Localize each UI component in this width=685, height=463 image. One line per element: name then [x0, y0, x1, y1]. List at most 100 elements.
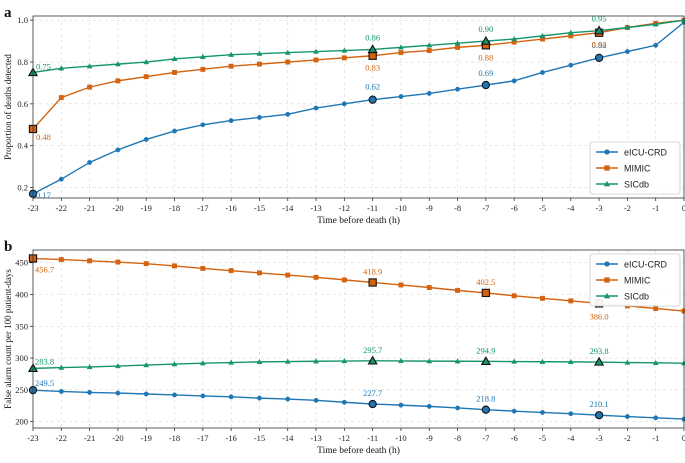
- x-tick-label: -17: [197, 433, 208, 443]
- data-point-highlight: [593, 356, 605, 366]
- y-axis-a: 0.2 0.4 0.6 0.8 1.0: [17, 15, 33, 193]
- data-point: [426, 48, 432, 53]
- y-tick-label: 0.6: [17, 99, 28, 109]
- data-point: [200, 265, 206, 271]
- data-label: 283.8: [35, 356, 54, 366]
- data-point: [313, 48, 320, 54]
- data-point: [341, 47, 348, 53]
- x-tick-label: -2: [624, 433, 631, 443]
- data-point: [58, 65, 65, 71]
- x-tick-label: -22: [56, 203, 67, 213]
- data-label: 0.95: [592, 14, 607, 24]
- x-tick-label: -8: [454, 203, 461, 213]
- data-label: 0.83: [365, 63, 380, 73]
- data-point: [624, 49, 630, 55]
- data-point: [455, 287, 461, 293]
- data-point: [114, 61, 121, 67]
- data-point: [172, 392, 177, 398]
- x-tick-label: -11: [367, 433, 378, 443]
- legend-label: MIMIC: [624, 276, 651, 286]
- data-point: [455, 86, 461, 92]
- series-group-b: [27, 254, 685, 422]
- series-line-mimic: [32, 19, 685, 130]
- data-point: [143, 362, 150, 368]
- x-axis-a: -23 -22 -21 -20 -19 -18 -17 -16 -15 -14 -13 -12 -11-…: [27, 198, 685, 213]
- data-point: [284, 358, 291, 364]
- data-point: [200, 66, 206, 72]
- legend-b: eICU-CRD MIMIC SICdb: [589, 253, 681, 307]
- data-label: 0.62: [365, 82, 380, 92]
- x-tick-label: -7: [482, 203, 489, 213]
- data-point: [285, 272, 291, 278]
- data-label: 386.0: [590, 311, 609, 321]
- data-point: [172, 70, 177, 75]
- data-point-highlight: [594, 411, 604, 420]
- data-label: 0.69: [478, 68, 493, 78]
- x-tick-label: -15: [254, 203, 265, 213]
- x-tick-label: -23: [27, 203, 38, 213]
- data-point: [426, 285, 432, 290]
- legend-swatch-marker: [604, 277, 610, 283]
- data-point: [540, 295, 545, 301]
- x-tick-label: -3: [596, 433, 603, 443]
- data-point-highlight: [367, 355, 378, 365]
- data-point: [455, 405, 461, 411]
- data-point: [398, 282, 404, 288]
- data-point: [511, 408, 517, 414]
- y-tick-label: 0.4: [17, 141, 28, 151]
- data-point: [511, 358, 518, 364]
- x-tick-label: 0: [682, 433, 685, 443]
- data-point: [398, 94, 404, 99]
- data-point-highlight: [481, 80, 491, 90]
- data-point: [143, 261, 149, 267]
- x-tick-label: -9: [426, 433, 433, 443]
- data-label: 0.94: [592, 40, 608, 50]
- x-tick-label: -15: [254, 433, 265, 443]
- data-point: [653, 306, 659, 311]
- data-point: [256, 61, 262, 67]
- data-point: [511, 293, 517, 299]
- y-axis-b: 200 250 300 350 400 450: [15, 258, 33, 427]
- data-point: [228, 51, 235, 57]
- data-point: [426, 90, 432, 96]
- data-point: [228, 394, 234, 400]
- data-point: [171, 361, 178, 367]
- y-tick-label: 0.8: [17, 57, 28, 67]
- data-point: [398, 402, 404, 408]
- x-tick-label: -6: [511, 433, 518, 443]
- data-point: [455, 44, 461, 50]
- x-tick-label: -16: [225, 203, 236, 213]
- plot-frame-a: [32, 15, 685, 199]
- plot-area-a: [33, 16, 684, 198]
- y-tick-label: 400: [15, 290, 28, 300]
- series-line-sicdb: [32, 360, 685, 370]
- y-tick-label: 350: [15, 321, 28, 331]
- y-tick-label: 200: [15, 417, 28, 427]
- x-tick-label: -5: [539, 203, 546, 213]
- data-point: [567, 358, 574, 365]
- x-tick-label: 0: [682, 203, 685, 213]
- data-point: [426, 358, 433, 364]
- data-point-highlight: [368, 95, 377, 104]
- data-point: [341, 101, 347, 107]
- x-tick-label: -21: [84, 433, 95, 443]
- x-tick-label: -23: [27, 433, 38, 443]
- series-line-eicu-crd: [32, 389, 685, 420]
- data-label: 456.7: [35, 264, 54, 274]
- data-point: [228, 63, 234, 69]
- data-point: [539, 358, 546, 364]
- x-tick-label: -14: [282, 203, 294, 213]
- y-tick-label: 250: [15, 385, 28, 395]
- panel-a: -23 -22 -21 -20 -19 -18 -17 -16 -15 -14 -13 -12 -11-…: [3, 5, 685, 226]
- data-point: [426, 42, 433, 48]
- legend-label: MIMIC: [624, 164, 651, 174]
- data-point: [172, 263, 177, 269]
- data-point: [341, 277, 347, 283]
- data-label: 293.8: [590, 346, 609, 356]
- data-point: [115, 259, 121, 265]
- panel-b: -23 -22 -21 -20 -19 -18 -17 -16 -15 -14 -13 -12 -11-…: [3, 239, 685, 456]
- legend-box: [589, 253, 681, 307]
- data-point: [567, 29, 574, 35]
- data-point: [143, 391, 149, 397]
- data-point: [114, 362, 121, 369]
